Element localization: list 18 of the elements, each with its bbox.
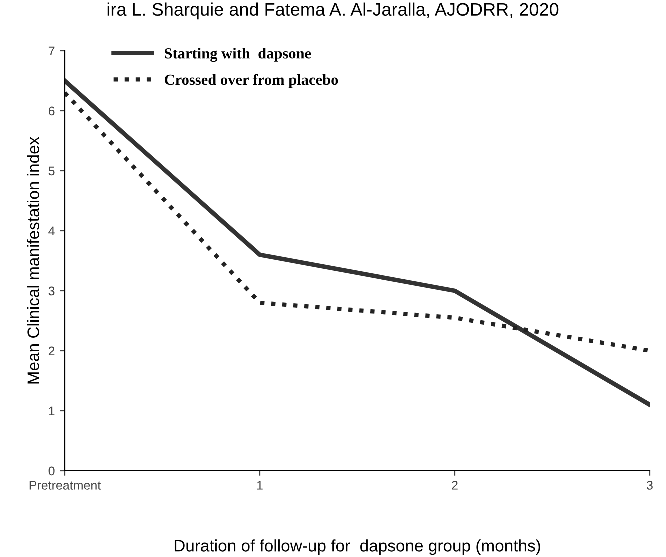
legend-label: Starting with dapsone: [165, 48, 312, 62]
x-tick-label: 2: [452, 481, 458, 490]
chart-title: ira L. Sharquie and Fatema A. Al-Jaralla, AJODRR, 2020: [108, 2, 559, 20]
y-tick-label: 4: [48, 226, 55, 236]
y-tick-label: 2: [48, 346, 55, 356]
x-tick-label: 1: [257, 481, 263, 490]
line-series: [65, 90, 650, 354]
y-tick-label: 5: [48, 166, 55, 176]
y-tick-label: 7: [48, 46, 55, 56]
y-tick-label: 3: [48, 286, 55, 296]
x-tick-label: Pretreatment: [30, 481, 102, 490]
x-tick-label: 3: [647, 481, 653, 490]
legend-label: Crossed over from placebo: [165, 74, 338, 88]
y-tick-label: 6: [48, 106, 55, 116]
y-tick-label: 0: [48, 466, 55, 476]
y-axis-title: Mean Clinical manifestation index: [27, 137, 40, 384]
y-tick-label: 1: [49, 406, 55, 416]
x-axis-title: Duration of follow-up for dapsone group (months): [174, 540, 540, 556]
